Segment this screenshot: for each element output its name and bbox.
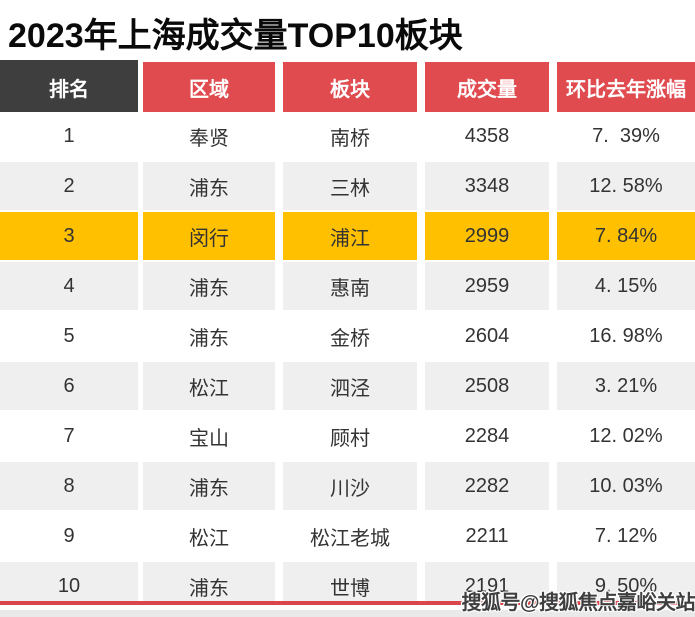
sector-cell: 泗泾: [283, 362, 417, 412]
sector-cell: 川沙: [283, 462, 417, 512]
yoy-cell: 12. 58%: [557, 162, 695, 212]
sector-cell: 世博: [283, 562, 417, 601]
table-row: 3 闵行 浦江 2999 7. 84%: [0, 212, 695, 262]
rank-cell: 5: [0, 312, 138, 362]
sector-cell: 三林: [283, 162, 417, 212]
watermark-text: 搜狐号@搜狐焦点嘉峪关站: [461, 592, 695, 614]
rank-cell: 9: [0, 512, 138, 562]
yoy-cell: 12. 02%: [557, 412, 695, 462]
region-cell: 浦东: [143, 162, 275, 212]
volume-cell: 2959: [425, 262, 549, 312]
sector-cell: 南桥: [283, 112, 417, 162]
yoy-cell: 9. 50%: [557, 562, 695, 601]
yoy-cell: 3. 21%: [557, 362, 695, 412]
volume-cell: 2999: [425, 212, 549, 262]
header-sector: 板块: [283, 62, 417, 112]
table-header-row: 排名 区域 板块 成交量 环比去年涨幅: [0, 60, 695, 114]
header-rank: 排名: [0, 60, 138, 114]
region-cell: 松江: [143, 512, 275, 562]
table-row: 7 宝山 顾村 2284 12. 02%: [0, 412, 695, 462]
page-title: 2023年上海成交量TOP10板块: [8, 17, 463, 55]
region-cell: 宝山: [143, 412, 275, 462]
sector-cell: 顾村: [283, 412, 417, 462]
region-cell: 浦东: [143, 262, 275, 312]
rank-cell: 1: [0, 112, 138, 162]
header-volume: 成交量: [425, 62, 549, 112]
rank-cell: 3: [0, 212, 138, 262]
yoy-cell: 10. 03%: [557, 462, 695, 512]
header-yoy: 环比去年涨幅: [557, 62, 695, 112]
table-row: 2 浦东 三林 3348 12. 58%: [0, 162, 695, 212]
region-cell: 浦东: [143, 312, 275, 362]
sector-cell: 金桥: [283, 312, 417, 362]
table-row: 10 浦东 世博 2191 9. 50%: [0, 562, 695, 601]
table-row: 1 奉贤 南桥 4358 7. 39%: [0, 112, 695, 162]
table-body: 1 奉贤 南桥 4358 7. 39% 2 浦东 三林 3348 12. 58%…: [0, 112, 695, 601]
table-row: 9 松江 松江老城 2211 7. 12%: [0, 512, 695, 562]
region-cell: 松江: [143, 362, 275, 412]
page-bottom-strip: [0, 610, 695, 617]
region-cell: 奉贤: [143, 112, 275, 162]
header-region: 区域: [143, 62, 275, 112]
volume-cell: 3348: [425, 162, 549, 212]
volume-cell: 2284: [425, 412, 549, 462]
region-cell: 浦东: [143, 462, 275, 512]
yoy-cell: 7. 84%: [557, 212, 695, 262]
volume-cell: 2508: [425, 362, 549, 412]
sector-cell: 惠南: [283, 262, 417, 312]
table-row: 6 松江 泗泾 2508 3. 21%: [0, 362, 695, 412]
volume-cell: 2211: [425, 512, 549, 562]
yoy-cell: 16. 98%: [557, 312, 695, 362]
rank-cell: 7: [0, 412, 138, 462]
volume-cell: 2604: [425, 312, 549, 362]
rank-cell: 10: [0, 562, 138, 601]
bottom-divider-line: [0, 601, 695, 605]
volume-cell: 2282: [425, 462, 549, 512]
rank-cell: 6: [0, 362, 138, 412]
rank-cell: 4: [0, 262, 138, 312]
rank-cell: 8: [0, 462, 138, 512]
yoy-cell: 4. 15%: [557, 262, 695, 312]
volume-cell: 2191: [425, 562, 549, 601]
volume-cell: 4358: [425, 112, 549, 162]
region-cell: 浦东: [143, 562, 275, 601]
yoy-cell: 7. 39%: [557, 112, 695, 162]
rank-cell: 2: [0, 162, 138, 212]
region-cell: 闵行: [143, 212, 275, 262]
table-row: 8 浦东 川沙 2282 10. 03%: [0, 462, 695, 512]
table-row: 4 浦东 惠南 2959 4. 15%: [0, 262, 695, 312]
yoy-cell: 7. 12%: [557, 512, 695, 562]
sector-cell: 浦江: [283, 212, 417, 262]
sector-cell: 松江老城: [283, 512, 417, 562]
table-row: 5 浦东 金桥 2604 16. 98%: [0, 312, 695, 362]
